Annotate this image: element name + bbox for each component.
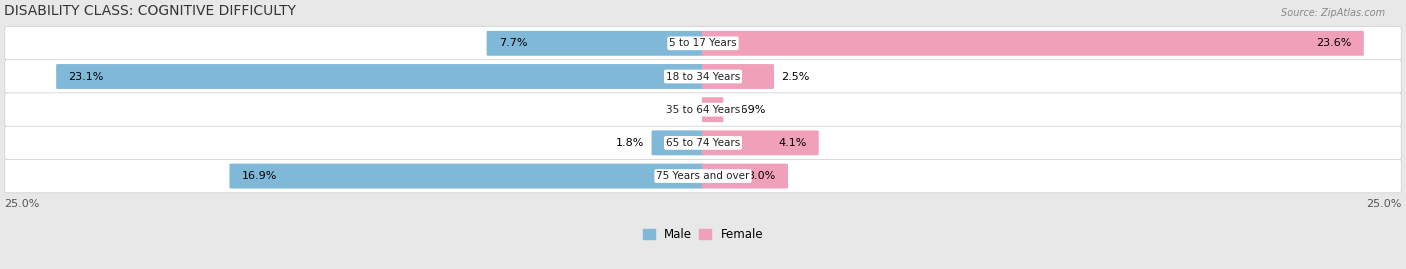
FancyBboxPatch shape — [702, 31, 1364, 56]
FancyBboxPatch shape — [702, 64, 773, 89]
FancyBboxPatch shape — [702, 130, 818, 155]
Text: 0.69%: 0.69% — [731, 105, 766, 115]
Text: 1.8%: 1.8% — [616, 138, 644, 148]
FancyBboxPatch shape — [651, 130, 704, 155]
Text: DISABILITY CLASS: COGNITIVE DIFFICULTY: DISABILITY CLASS: COGNITIVE DIFFICULTY — [4, 4, 297, 18]
FancyBboxPatch shape — [4, 93, 1402, 126]
FancyBboxPatch shape — [4, 27, 1402, 60]
Text: 35 to 64 Years: 35 to 64 Years — [666, 105, 740, 115]
Text: 75 Years and over: 75 Years and over — [657, 171, 749, 181]
FancyBboxPatch shape — [486, 31, 704, 56]
Text: 23.6%: 23.6% — [1316, 38, 1351, 48]
FancyBboxPatch shape — [4, 126, 1402, 160]
Text: Source: ZipAtlas.com: Source: ZipAtlas.com — [1281, 8, 1385, 18]
FancyBboxPatch shape — [4, 60, 1402, 93]
Text: 16.9%: 16.9% — [242, 171, 277, 181]
Text: 25.0%: 25.0% — [4, 199, 39, 209]
Text: 3.0%: 3.0% — [748, 171, 776, 181]
FancyBboxPatch shape — [4, 159, 1402, 193]
Text: 0.0%: 0.0% — [666, 105, 695, 115]
FancyBboxPatch shape — [56, 64, 704, 89]
Text: 4.1%: 4.1% — [778, 138, 807, 148]
FancyBboxPatch shape — [702, 97, 724, 122]
FancyBboxPatch shape — [229, 164, 704, 189]
Legend: Male, Female: Male, Female — [641, 226, 765, 243]
FancyBboxPatch shape — [702, 164, 787, 189]
Text: 23.1%: 23.1% — [69, 72, 104, 82]
Text: 5 to 17 Years: 5 to 17 Years — [669, 38, 737, 48]
Text: 25.0%: 25.0% — [1367, 199, 1402, 209]
Text: 2.5%: 2.5% — [782, 72, 810, 82]
Text: 65 to 74 Years: 65 to 74 Years — [666, 138, 740, 148]
Text: 18 to 34 Years: 18 to 34 Years — [666, 72, 740, 82]
Text: 7.7%: 7.7% — [499, 38, 527, 48]
